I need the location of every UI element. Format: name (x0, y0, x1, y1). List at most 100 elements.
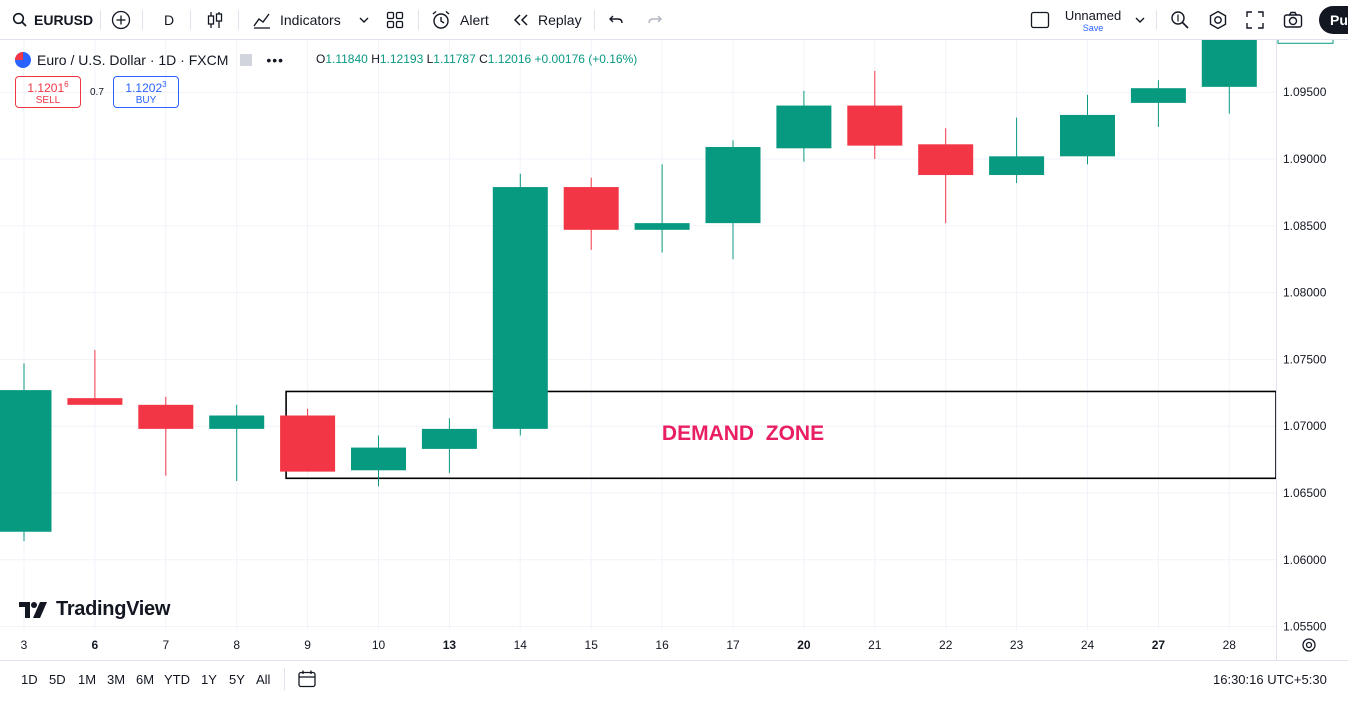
sell-label: SELL (35, 95, 61, 106)
open-value: 1.11840 (325, 52, 368, 66)
candle-24 (1060, 94, 1115, 165)
spread-value: 0.7 (90, 87, 104, 98)
candle-body (0, 390, 52, 532)
candle-15 (563, 177, 619, 250)
toolbar-divider (418, 10, 419, 30)
candle-body (563, 187, 619, 230)
buy-price: 1.12023 (125, 80, 167, 95)
range-button-all[interactable]: All (256, 672, 271, 687)
interval-button[interactable]: D (164, 12, 175, 28)
top-toolbar (0, 0, 1348, 40)
rewind-icon (512, 13, 530, 27)
x-tick-label: 7 (162, 638, 169, 652)
fullscreen-button[interactable] (1246, 0, 1264, 40)
range-button-5y[interactable]: 5Y (229, 672, 245, 687)
symbol-name: EURUSD (34, 12, 94, 28)
toolbar-divider (190, 10, 191, 30)
candle-body (351, 447, 406, 471)
candle-3 (0, 363, 52, 542)
go-to-date-button[interactable] (297, 669, 317, 694)
candle-body (209, 415, 265, 429)
high-label: H (371, 52, 380, 66)
candle-body (847, 105, 903, 146)
range-button-1d[interactable]: 1D (21, 672, 38, 687)
buy-button[interactable]: 1.12023 BUY (113, 76, 179, 108)
zoom-search-icon (1171, 11, 1189, 29)
x-tick-label: 28 (1223, 638, 1237, 652)
sell-price: 1.12016 (27, 80, 69, 95)
layout-sync-checkbox[interactable] (1030, 0, 1050, 40)
candle-9 (280, 408, 336, 472)
indicators-dropdown[interactable] (358, 0, 370, 40)
toolbar-divider (284, 668, 285, 690)
range-button-1m[interactable]: 1M (78, 672, 97, 687)
clock-timezone[interactable]: 16:30:16 UTC+5:30 (1213, 672, 1327, 687)
chart-pane[interactable]: 1.09500 1.09000 1.08500 1.08000 1.07500 1.070… (0, 40, 1348, 660)
layout-name-label: Unnamed (1064, 8, 1122, 23)
range-button-1y[interactable]: 1Y (201, 672, 217, 687)
indicators-label: Indicators (280, 12, 341, 28)
camera-icon (1283, 11, 1303, 28)
open-label: O (316, 52, 326, 66)
candles-icon (207, 12, 223, 28)
indicators-button[interactable]: Indicators (252, 0, 341, 40)
more-icon[interactable]: ••• (266, 52, 285, 68)
calendar-icon (298, 670, 316, 688)
symbol-search[interactable]: EURUSD (12, 0, 93, 40)
range-button-5d[interactable]: 5D (49, 672, 66, 687)
undo-button[interactable] (608, 0, 624, 40)
low-value: 1.11787 (433, 52, 476, 66)
y-tick-label: 1.08500 (1283, 219, 1327, 233)
chart-type-button[interactable] (206, 0, 224, 40)
range-button-ytd[interactable]: YTD (164, 672, 190, 687)
undo-icon (609, 15, 623, 24)
candles (0, 40, 1257, 542)
candle-body (705, 146, 761, 224)
candle-body (634, 223, 690, 230)
candle-16 (634, 164, 690, 253)
layout-name[interactable]: Unnamed Save (1063, 8, 1123, 33)
toolbar-divider (1156, 10, 1157, 30)
tradingview-logo-icon (19, 601, 47, 618)
candle-22 (918, 128, 974, 224)
candle-body (989, 156, 1045, 176)
tradingview-wordmark: TradingView (56, 598, 171, 620)
snapshot-button[interactable] (1283, 0, 1303, 40)
x-tick-label: 23 (1010, 638, 1024, 652)
publish-button[interactable]: Pul (1319, 6, 1348, 34)
alert-button[interactable]: Alert (431, 0, 489, 40)
sell-button[interactable]: 1.12016 SELL (15, 76, 81, 108)
replay-button[interactable]: Replay (512, 0, 582, 40)
save-hint: Save (1082, 23, 1104, 33)
axes: 1.09500 1.09000 1.08500 1.08000 1.07500 1.070… (21, 40, 1334, 660)
replay-label: Replay (538, 12, 582, 28)
candle-17 (705, 140, 761, 260)
gear-icon (1302, 638, 1316, 652)
candle-body (138, 404, 194, 429)
layout-templates-button[interactable] (386, 0, 404, 40)
plus-circle-icon (111, 10, 131, 30)
x-tick-label: 27 (1152, 638, 1166, 652)
y-tick-label: 1.08000 (1283, 286, 1327, 300)
symbol-legend[interactable]: Euro / U.S. Dollar · 1D · FXCM ••• (12, 47, 285, 73)
y-tick-label: 1.06500 (1283, 486, 1327, 500)
alert-label: Alert (460, 12, 489, 28)
axis-settings-button[interactable] (1301, 637, 1317, 658)
candle-23 (989, 117, 1045, 184)
settings-button[interactable] (1208, 0, 1228, 40)
toolbar-divider (142, 10, 143, 30)
compare-symbol-button[interactable] (111, 0, 131, 40)
candle-body (1060, 114, 1115, 157)
layout-dropdown[interactable] (1134, 0, 1146, 40)
last-price-box (1277, 40, 1334, 44)
range-button-6m[interactable]: 6M (136, 672, 155, 687)
candlestick-chart[interactable]: 1.09500 1.09000 1.08500 1.08000 1.07500 1.070… (0, 40, 1348, 660)
candle-28 (1201, 40, 1257, 114)
candle-21 (847, 70, 903, 159)
quick-search-button[interactable] (1170, 0, 1190, 40)
redo-button[interactable] (647, 0, 663, 40)
candle-14 (492, 173, 548, 436)
range-button-3m[interactable]: 3M (107, 672, 126, 687)
legend-toggle-icon[interactable] (240, 54, 253, 66)
ohlc-values: O1.11840 H1.12193 L1.11787 C1.12016 +0.0… (316, 52, 637, 66)
